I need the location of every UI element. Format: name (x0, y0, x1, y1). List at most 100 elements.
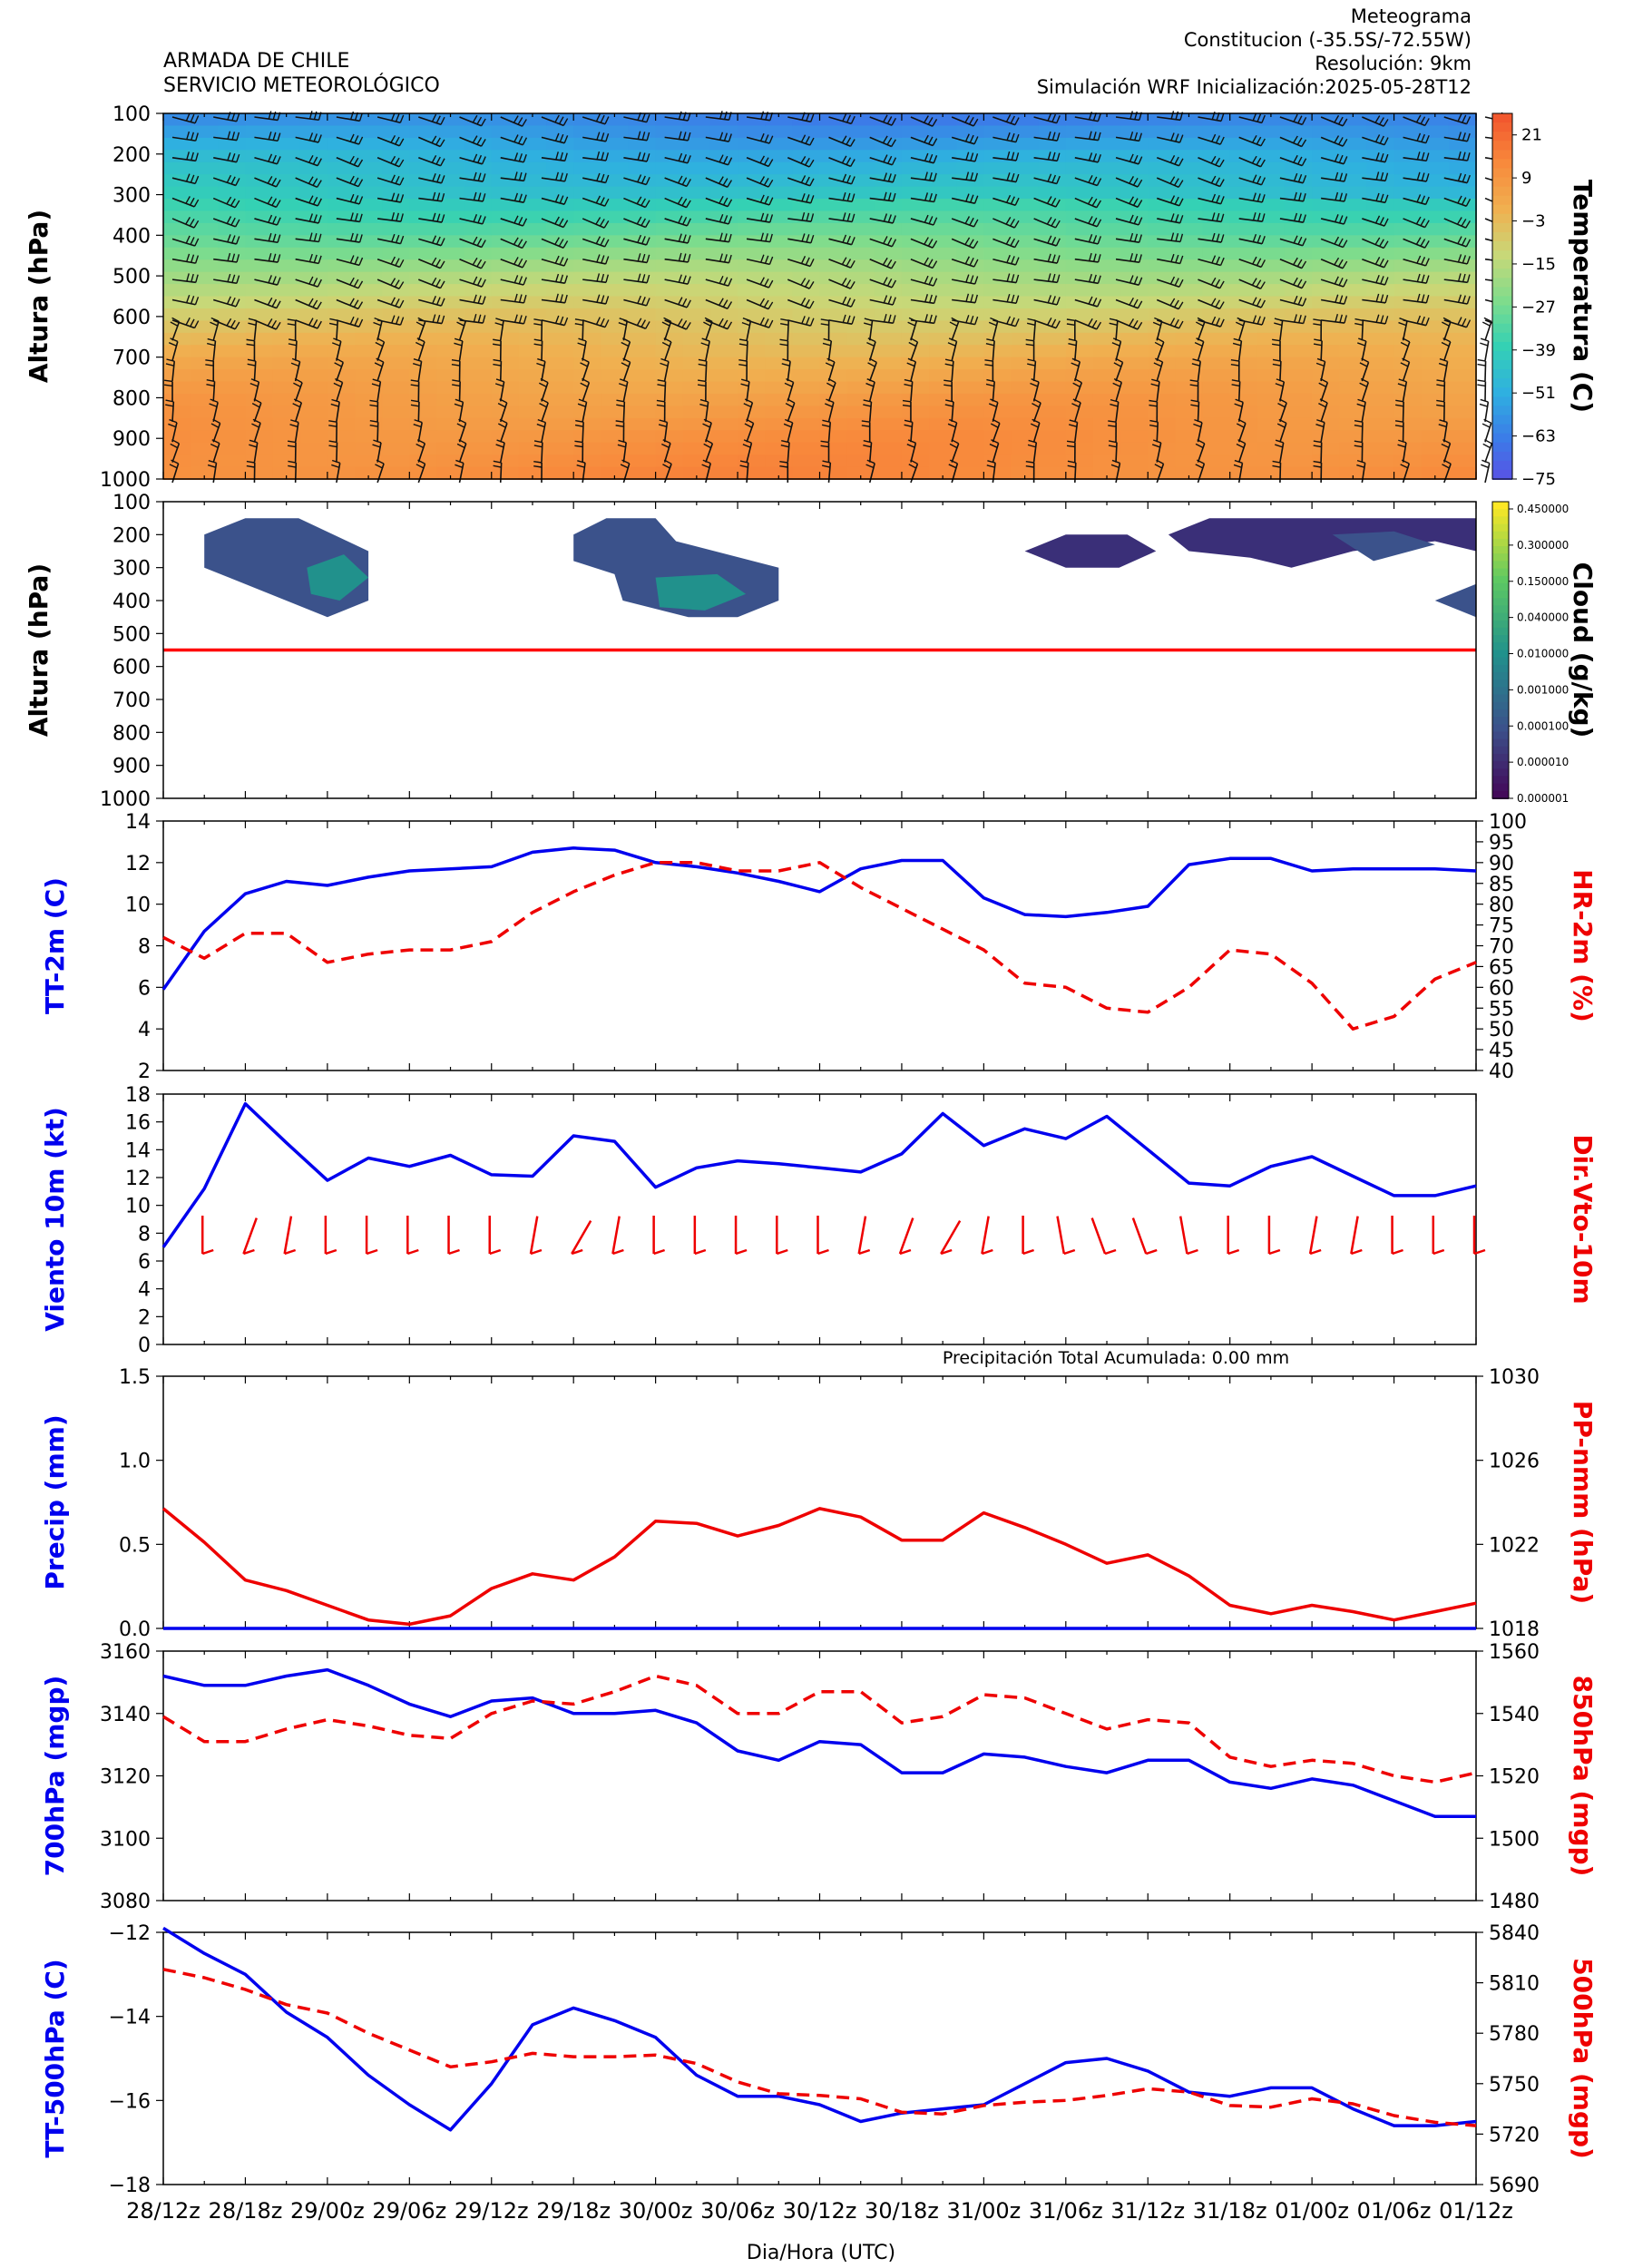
wind-barb-feather (1442, 439, 1451, 445)
wind-barb-feather (267, 196, 273, 204)
temperature-cell (819, 199, 848, 212)
wind-barb-feather (1278, 398, 1287, 404)
temperature-cell (655, 369, 684, 383)
temperature-cell (929, 345, 958, 358)
wind-direction-feather (448, 1248, 460, 1256)
temperature-cell (436, 271, 465, 286)
cloud-colorbar-step (1492, 612, 1509, 621)
temperature-cell (272, 259, 301, 273)
wind-barb-feather (863, 399, 872, 403)
temperature-cell (573, 393, 602, 407)
wind-direction-feather (612, 1248, 624, 1256)
temperature-cell (819, 369, 848, 383)
wind-barb-feather (574, 445, 583, 448)
temperature-cell (1448, 455, 1477, 468)
temperature-cell (299, 247, 328, 261)
wind-barb-feather (1457, 273, 1462, 282)
wind-barb-staff (992, 320, 999, 341)
wind-barb-feather (435, 137, 441, 145)
temperature-cell (218, 247, 247, 261)
temperature-cell (245, 161, 274, 176)
temperature-cell (1120, 417, 1149, 432)
wind-barb-feather (1261, 213, 1266, 222)
temperature-cell (846, 357, 875, 371)
temperature-colorbar-step (1492, 424, 1512, 435)
wind-direction-feather (1392, 1248, 1403, 1256)
wind-barb-feather (1425, 134, 1430, 143)
wind-barb-feather (1216, 212, 1220, 221)
wind-barb-feather (212, 418, 220, 425)
wind-barb-feather (1380, 276, 1384, 285)
wind-barb-feather (554, 315, 560, 324)
temperature-cell (245, 235, 274, 249)
wind-barb-feather (1442, 321, 1450, 327)
wind-barb-feather (248, 318, 257, 322)
wind-barb-feather (432, 314, 436, 323)
temperature-cell (901, 161, 931, 176)
wind-barb-feather (477, 215, 482, 224)
temperature-cell (1038, 417, 1067, 432)
temperature-cell (409, 466, 438, 480)
temperature-cell (355, 284, 384, 298)
wind-barb-feather (805, 298, 810, 308)
wind-barb-feather (1014, 257, 1020, 266)
wind-barb-feather (682, 153, 688, 162)
temperature-cell (765, 430, 794, 444)
wind-barb-feather (308, 213, 313, 222)
temperature-cell (163, 284, 192, 298)
wind-barb-feather (1197, 317, 1206, 323)
temperature-cell (245, 150, 274, 163)
temperature-cell (1038, 222, 1067, 237)
temperature-cell (1092, 442, 1122, 456)
wind-barb-feather (1129, 318, 1135, 327)
temp-y-label: 100 (112, 103, 151, 126)
temperature-cell (327, 113, 357, 127)
wind-barb-feather (554, 216, 560, 225)
wind-barb-feather (846, 174, 851, 183)
wind-barb-feather (1056, 297, 1061, 306)
wind-barb-feather (882, 135, 888, 143)
temperature-cell (518, 332, 548, 347)
wind-barb-feather (986, 378, 995, 383)
temperature-cell (163, 466, 192, 480)
wind-barb-feather (618, 439, 627, 444)
tt500-z500-frame (162, 1931, 1477, 2185)
wind-barb-staff (541, 382, 549, 402)
wind-barb-feather (1416, 152, 1421, 161)
wind-barb-feather (765, 233, 768, 242)
temperature-cell (1312, 369, 1341, 383)
wind-barb-feather (1237, 439, 1246, 445)
temperature-cell (518, 406, 548, 419)
temperature-cell (874, 284, 903, 298)
wind-barb-feather (616, 399, 625, 403)
wind-barb-feather (1301, 260, 1307, 269)
temperature-cell (1312, 284, 1341, 298)
temperature-cell (409, 247, 438, 261)
temperature-cell (956, 345, 985, 358)
temperature-cell (1339, 125, 1368, 139)
wind-barb-feather (1211, 133, 1217, 142)
wind-barb-feather (924, 171, 928, 181)
temperature-cell (983, 345, 1012, 358)
x-tick-label: 29/00z (290, 2198, 365, 2224)
wind-barb-feather (1301, 139, 1307, 147)
temperature-cell (272, 161, 301, 176)
temperature-cell (1257, 174, 1286, 188)
wind-barb-feather (769, 214, 774, 223)
wind-barb-feather (477, 295, 482, 304)
wind-barb-feather (866, 378, 875, 383)
wind-barb-feather (452, 384, 461, 387)
wind-barb-feather (808, 300, 815, 309)
temperature-cell (929, 113, 958, 127)
temperature-cell (1229, 393, 1258, 407)
temperature-cell (355, 247, 384, 261)
temperature-cell (436, 332, 465, 347)
wind-barb-feather (164, 379, 173, 383)
temperature-cell (573, 296, 602, 309)
temperature-cell (1284, 161, 1314, 176)
temperature-colorbar-step (1492, 132, 1512, 142)
wind-barb-feather (615, 420, 624, 423)
wind-barb-feather (558, 116, 564, 124)
wind-barb-feather (1465, 319, 1472, 328)
wind-barb-feather (842, 113, 847, 122)
